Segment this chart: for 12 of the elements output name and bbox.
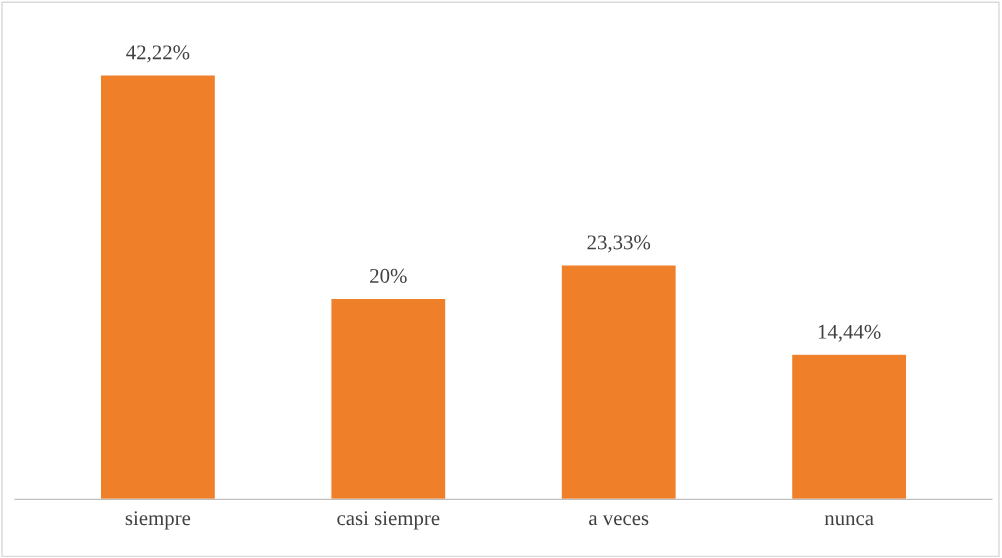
- bar: [330, 297, 447, 500]
- x-tick-label: casi siempre: [337, 511, 440, 530]
- x-tick-label: nunca: [824, 515, 874, 526]
- data-label: 14,44%: [818, 324, 881, 342]
- data-label: 42,22%: [126, 45, 190, 63]
- data-label: 23,33%: [587, 235, 651, 253]
- bar: [99, 74, 217, 500]
- bar: [560, 264, 678, 500]
- data-label: 20%: [370, 268, 407, 283]
- x-tick-label: a veces: [589, 515, 649, 526]
- bar: [790, 353, 908, 500]
- x-tick-label: siempre: [125, 511, 191, 530]
